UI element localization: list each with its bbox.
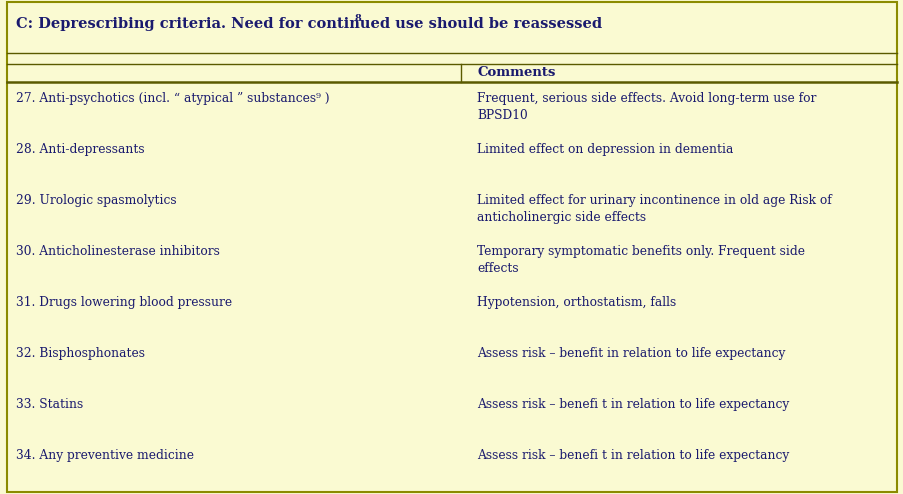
Text: Assess risk – benefi t in relation to life expectancy: Assess risk – benefi t in relation to li… — [477, 449, 788, 462]
Text: Comments: Comments — [477, 66, 555, 80]
Text: Assess risk – benefi t in relation to life expectancy: Assess risk – benefi t in relation to li… — [477, 398, 788, 411]
Text: Hypotension, orthostatism, falls: Hypotension, orthostatism, falls — [477, 296, 675, 309]
Text: Limited effect for urinary incontinence in old age Risk of
anticholinergic side : Limited effect for urinary incontinence … — [477, 194, 831, 224]
Text: Temporary symptomatic benefits only. Frequent side
effects: Temporary symptomatic benefits only. Fre… — [477, 245, 805, 275]
Text: 30. Anticholinesterase inhibitors: 30. Anticholinesterase inhibitors — [16, 245, 220, 258]
Text: 34. Any preventive medicine: 34. Any preventive medicine — [16, 449, 194, 462]
Text: 32. Bisphosphonates: 32. Bisphosphonates — [16, 347, 145, 360]
Text: Assess risk – benefit in relation to life expectancy: Assess risk – benefit in relation to lif… — [477, 347, 785, 360]
Text: 27. Anti-psychotics (incl. “ atypical ” substances⁹ ): 27. Anti-psychotics (incl. “ atypical ” … — [16, 92, 330, 105]
Text: C: Deprescribing criteria. Need for continued use should be reassessed: C: Deprescribing criteria. Need for cont… — [16, 17, 601, 31]
Text: 8: 8 — [355, 14, 361, 23]
Text: Limited effect on depression in dementia: Limited effect on depression in dementia — [477, 143, 733, 156]
Text: 29. Urologic spasmolytics: 29. Urologic spasmolytics — [16, 194, 177, 207]
Text: 33. Statins: 33. Statins — [16, 398, 83, 411]
FancyBboxPatch shape — [7, 2, 896, 492]
Text: Frequent, serious side effects. Avoid long-term use for
BPSD10: Frequent, serious side effects. Avoid lo… — [477, 92, 815, 123]
Text: 31. Drugs lowering blood pressure: 31. Drugs lowering blood pressure — [16, 296, 232, 309]
Text: 28. Anti-depressants: 28. Anti-depressants — [16, 143, 144, 156]
